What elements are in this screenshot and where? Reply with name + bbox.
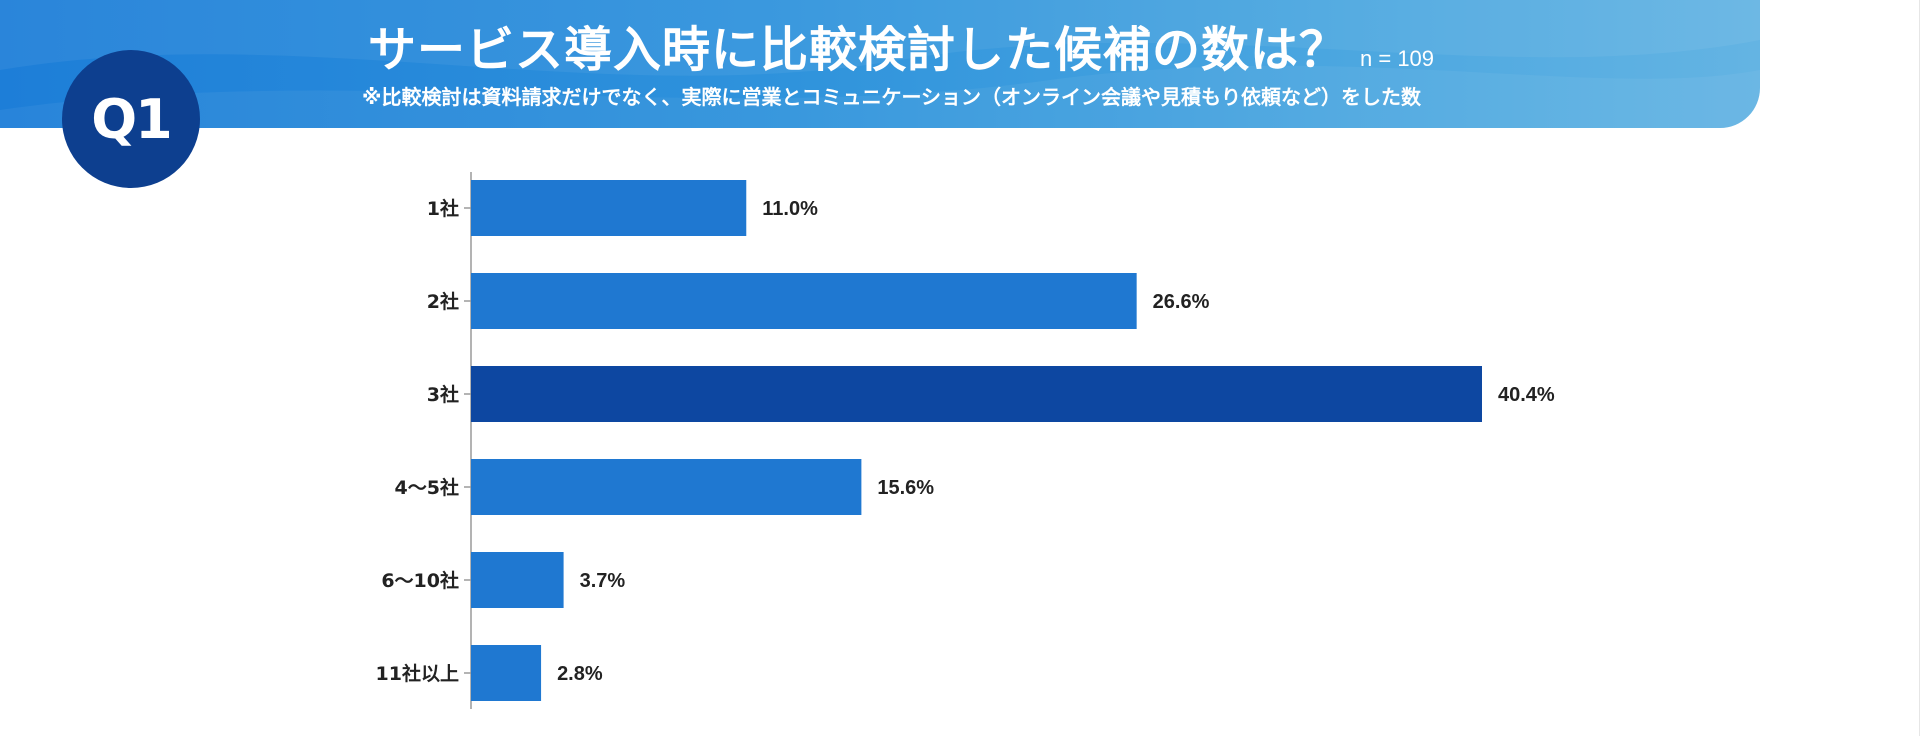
bar-3 bbox=[471, 366, 1482, 422]
category-label: 6〜10社 bbox=[381, 569, 459, 592]
value-label: 15.6% bbox=[877, 477, 934, 499]
category-label: 2社 bbox=[427, 290, 459, 313]
question-badge: Q1 bbox=[62, 50, 200, 188]
sample-size-label: n = 109 bbox=[1360, 46, 1435, 71]
value-label: 2.8% bbox=[557, 663, 603, 685]
page-title: サービス導入時に比較検討した候補の数は？ bbox=[368, 22, 1349, 78]
header-banner bbox=[0, 0, 1760, 128]
title-row: サービス導入時に比較検討した候補の数は？ n = 109 bbox=[368, 16, 1434, 80]
bar-2 bbox=[471, 273, 1137, 329]
value-label: 40.4% bbox=[1498, 384, 1555, 406]
bar-4 bbox=[471, 459, 862, 515]
banner-wave-decoration bbox=[0, 0, 1760, 128]
value-label: 26.6% bbox=[1153, 291, 1210, 313]
bar-1 bbox=[471, 180, 747, 236]
subtitle-note: ※比較検討は資料請求だけでなく、実際に営業とコミュニケーション（オンライン会議や… bbox=[362, 85, 1422, 109]
category-label: 3社 bbox=[427, 383, 459, 406]
category-label: 1社 bbox=[427, 197, 459, 220]
bar-6 bbox=[471, 645, 542, 701]
value-label: 11.0% bbox=[762, 198, 818, 220]
category-label: 4〜5社 bbox=[395, 476, 459, 499]
bar-5 bbox=[471, 552, 564, 608]
category-label: 11社以上 bbox=[376, 662, 459, 685]
value-label: 3.7% bbox=[580, 570, 626, 592]
